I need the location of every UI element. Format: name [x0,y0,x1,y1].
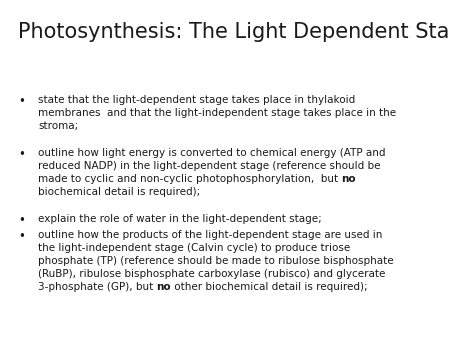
Text: reduced NADP) in the light-dependent stage (reference should be: reduced NADP) in the light-dependent sta… [38,161,381,171]
Text: 3-phosphate (GP), but: 3-phosphate (GP), but [38,282,157,292]
Text: other biochemical detail is required);: other biochemical detail is required); [171,282,368,292]
Text: (RuBP), ribulose bisphosphate carboxylase (rubisco) and glycerate: (RuBP), ribulose bisphosphate carboxylas… [38,269,385,279]
Text: Photosynthesis: The Light Dependent Stage: Photosynthesis: The Light Dependent Stag… [18,22,450,42]
Text: biochemical detail is required);: biochemical detail is required); [38,187,200,197]
Text: •: • [18,214,25,227]
Text: state that the light-dependent stage takes place in thylakoid: state that the light-dependent stage tak… [38,95,355,105]
Text: no: no [157,282,171,292]
Text: outline how light energy is converted to chemical energy (ATP and: outline how light energy is converted to… [38,148,386,158]
Text: the light-independent stage (Calvin cycle) to produce triose: the light-independent stage (Calvin cycl… [38,243,350,253]
Text: made to cyclic and non-cyclic photophosphorylation,  but: made to cyclic and non-cyclic photophosp… [38,174,342,184]
Text: •: • [18,230,25,243]
Text: •: • [18,148,25,161]
Text: stroma;: stroma; [38,121,78,131]
Text: no: no [342,174,356,184]
Text: phosphate (TP) (reference should be made to ribulose bisphosphate: phosphate (TP) (reference should be made… [38,256,394,266]
Text: •: • [18,95,25,108]
Text: outline how the products of the light-dependent stage are used in: outline how the products of the light-de… [38,230,382,240]
Text: explain the role of water in the light-dependent stage;: explain the role of water in the light-d… [38,214,322,224]
Text: membranes  and that the light-independent stage takes place in the: membranes and that the light-independent… [38,108,396,118]
